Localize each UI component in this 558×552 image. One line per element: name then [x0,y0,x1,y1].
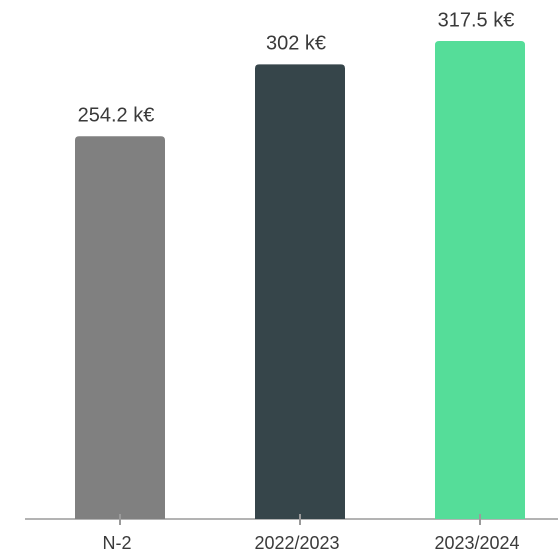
x-tick-label: N-2 [102,533,131,552]
bar [435,41,525,519]
value-label: 317.5 k€ [438,9,515,31]
x-tick-label: 2023/2024 [434,533,519,552]
bar [75,136,165,520]
x-tick-label: 2022/2023 [254,533,339,552]
value-label: 254.2 k€ [78,105,155,127]
bar [255,64,345,519]
value-label: 302 k€ [266,33,326,55]
